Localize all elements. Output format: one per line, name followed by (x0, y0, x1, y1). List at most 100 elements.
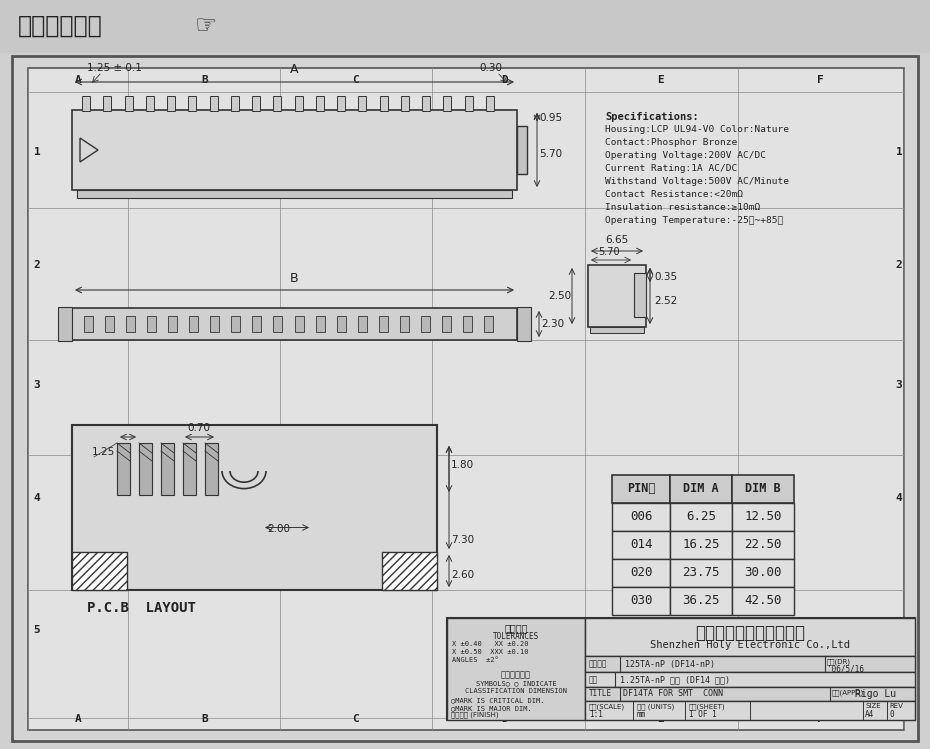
Text: E: E (657, 714, 663, 724)
Text: 2: 2 (33, 260, 40, 270)
Bar (125, 96, 132, 111)
Bar (447, 618, 915, 720)
Bar (72, 110, 517, 190)
Text: 1:1: 1:1 (589, 710, 603, 719)
Bar (167, 96, 175, 111)
Text: mm: mm (637, 710, 646, 719)
Text: 12.50: 12.50 (744, 511, 782, 524)
Text: 0: 0 (889, 710, 894, 719)
Text: 2.50: 2.50 (549, 291, 572, 301)
Bar (72, 425, 437, 590)
Bar (732, 531, 794, 559)
Bar (205, 443, 218, 495)
Bar (210, 316, 219, 332)
Text: 1 OF 1: 1 OF 1 (689, 710, 717, 719)
Text: X ±0.40   XX ±0.20: X ±0.40 XX ±0.20 (452, 641, 528, 647)
Text: ☞: ☞ (195, 14, 218, 38)
Bar (161, 443, 174, 495)
Bar (517, 307, 531, 341)
Text: P.C.B  LAYOUT: P.C.B LAYOUT (87, 601, 196, 615)
Text: ANGLES  ±2°: ANGLES ±2° (452, 657, 498, 663)
Bar (105, 316, 114, 332)
Bar (732, 587, 794, 615)
Text: '06/5/16: '06/5/16 (827, 664, 864, 673)
Text: DF14TA FOR SMT  CONN: DF14TA FOR SMT CONN (623, 690, 723, 699)
Bar (612, 531, 670, 559)
Text: SYMBOLS○ ○ INDICATE: SYMBOLS○ ○ INDICATE (475, 680, 556, 686)
Bar (72, 308, 517, 340)
Text: TOLERANCES: TOLERANCES (493, 632, 539, 641)
Text: REV: REV (889, 703, 903, 709)
Text: A4: A4 (865, 710, 874, 719)
Text: 0.35: 0.35 (654, 272, 677, 282)
Text: 5: 5 (33, 625, 40, 635)
Bar (420, 316, 430, 332)
Text: 030: 030 (630, 595, 652, 607)
Text: 1: 1 (896, 147, 902, 157)
Text: 4: 4 (33, 493, 40, 503)
Text: 7.30: 7.30 (451, 535, 474, 545)
Bar (58, 307, 72, 341)
Bar (732, 559, 794, 587)
Bar (231, 96, 239, 111)
Text: 表面处理 (FINISH): 表面处理 (FINISH) (451, 711, 498, 718)
Bar (273, 316, 283, 332)
Bar (28, 68, 904, 730)
Text: 张数(SHEET): 张数(SHEET) (689, 703, 725, 709)
Text: 16.25: 16.25 (683, 539, 720, 551)
Bar (585, 672, 915, 687)
Text: DIM B: DIM B (745, 482, 781, 496)
Bar (232, 316, 240, 332)
Text: Contact:Phosphor Bronze: Contact:Phosphor Bronze (605, 138, 737, 147)
Text: 6.65: 6.65 (605, 235, 629, 245)
Text: C: C (352, 714, 358, 724)
Text: A: A (74, 75, 82, 85)
Bar (612, 559, 670, 587)
Text: 1.25: 1.25 (92, 447, 115, 457)
Text: 0.30: 0.30 (479, 63, 502, 73)
Bar (209, 96, 218, 111)
Text: E: E (657, 75, 663, 85)
Text: 2.00: 2.00 (267, 524, 290, 535)
Text: 1.80: 1.80 (451, 460, 474, 470)
Bar (337, 316, 346, 332)
Bar (337, 96, 345, 111)
Bar (670, 559, 732, 587)
Bar (463, 316, 472, 332)
Bar (295, 316, 303, 332)
Text: Shenzhen Holy Electronic Co.,Ltd: Shenzhen Holy Electronic Co.,Ltd (650, 640, 850, 650)
Bar (612, 587, 670, 615)
Text: DIM A: DIM A (684, 482, 719, 496)
Text: Specifications:: Specifications: (605, 112, 698, 122)
Text: B: B (290, 272, 299, 285)
Text: 125TA-nP (DF14-nP): 125TA-nP (DF14-nP) (625, 660, 715, 669)
Bar (732, 475, 794, 503)
Bar (612, 475, 670, 503)
Bar (82, 96, 90, 111)
Bar (77, 190, 512, 198)
Bar (588, 265, 646, 327)
Bar (670, 587, 732, 615)
Bar (252, 316, 261, 332)
Text: 2.30: 2.30 (541, 319, 565, 329)
Text: B: B (202, 714, 208, 724)
Text: 在线图纸下载: 在线图纸下载 (18, 14, 102, 38)
Text: PIN数: PIN数 (627, 482, 656, 496)
Bar (295, 96, 302, 111)
Bar (168, 316, 178, 332)
Text: Contact Resistance:<20mΩ: Contact Resistance:<20mΩ (605, 190, 743, 199)
Bar (444, 96, 451, 111)
Bar (379, 316, 388, 332)
Text: 42.50: 42.50 (744, 595, 782, 607)
Text: CLASSIFICATION DIMENSION: CLASSIFICATION DIMENSION (465, 688, 567, 694)
Bar (585, 618, 915, 656)
Text: 极限尺寸标示: 极限尺寸标示 (501, 670, 531, 679)
Text: D: D (501, 714, 509, 724)
Bar (126, 316, 135, 332)
Text: 5: 5 (896, 625, 902, 635)
Text: 3: 3 (896, 380, 902, 390)
Bar (585, 687, 915, 701)
Text: 1: 1 (33, 147, 40, 157)
Text: X ±0.50  XXX ±0.10: X ±0.50 XXX ±0.10 (452, 649, 528, 655)
Bar (0, 0, 930, 52)
